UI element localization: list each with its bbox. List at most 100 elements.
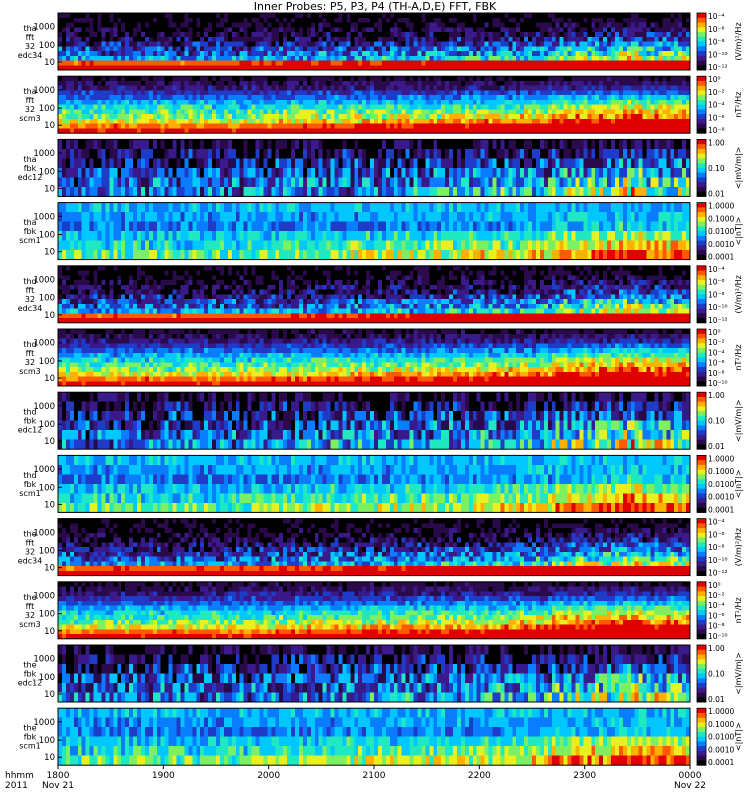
heatmap-cell bbox=[89, 123, 94, 129]
heatmap-cell bbox=[512, 36, 517, 42]
heatmap-cell bbox=[172, 167, 177, 178]
heatmap-cell bbox=[449, 51, 454, 57]
heatmap-cell bbox=[259, 46, 264, 52]
heatmap-cell bbox=[405, 118, 410, 125]
heatmap-cell bbox=[216, 123, 221, 129]
heatmap-cell bbox=[310, 114, 316, 120]
heatmap-cell bbox=[429, 41, 434, 47]
colorbar-swatch bbox=[697, 76, 706, 82]
heatmap-cell bbox=[113, 22, 118, 28]
heatmap-cell bbox=[69, 46, 75, 52]
heatmap-cell bbox=[247, 186, 252, 197]
heatmap-cell bbox=[259, 65, 264, 71]
heatmap-cell bbox=[61, 202, 67, 213]
heatmap-cell bbox=[61, 76, 67, 82]
heatmap-cell bbox=[172, 95, 177, 101]
heatmap-cell bbox=[330, 90, 335, 96]
heatmap-cell bbox=[113, 36, 118, 42]
heatmap-cell bbox=[535, 13, 541, 19]
heatmap-cell bbox=[334, 80, 339, 87]
heatmap-cell bbox=[227, 95, 233, 101]
heatmap-cell bbox=[464, 158, 470, 169]
heatmap-cell bbox=[441, 46, 446, 52]
heatmap-cell bbox=[310, 123, 316, 129]
heatmap-cell bbox=[358, 55, 363, 61]
colorbar-tick-label: 10⁻⁶ bbox=[708, 114, 725, 123]
heatmap-cell bbox=[381, 167, 387, 178]
heatmap-cell bbox=[603, 76, 608, 82]
heatmap-cell bbox=[117, 148, 122, 159]
heatmap-cell bbox=[618, 13, 624, 19]
heatmap-cell bbox=[255, 46, 260, 52]
heatmap-cell bbox=[216, 13, 221, 19]
heatmap-cell bbox=[393, 123, 399, 129]
heatmap-cell bbox=[389, 90, 395, 96]
heatmap-cell bbox=[350, 123, 355, 129]
heatmap-cell bbox=[374, 55, 379, 61]
heatmap-cell bbox=[532, 46, 537, 52]
heatmap-cell bbox=[271, 32, 276, 38]
heatmap-cell bbox=[302, 118, 308, 125]
heatmap-cell bbox=[646, 177, 651, 188]
heatmap-cell bbox=[516, 158, 521, 169]
heatmap-cell bbox=[591, 99, 596, 106]
heatmap-cell bbox=[279, 186, 284, 197]
heatmap-cell bbox=[121, 90, 126, 96]
heatmap-cell bbox=[326, 158, 331, 169]
heatmap-cell bbox=[279, 99, 284, 106]
heatmap-cell bbox=[291, 85, 296, 91]
heatmap-cell bbox=[654, 17, 659, 23]
heatmap-cell bbox=[259, 80, 264, 87]
heatmap-cell bbox=[326, 32, 331, 38]
heatmap-cell bbox=[626, 65, 632, 71]
heatmap-cell bbox=[445, 158, 450, 169]
heatmap-cell bbox=[385, 36, 391, 42]
heatmap-cell bbox=[535, 95, 541, 101]
heatmap-cell bbox=[508, 99, 513, 106]
heatmap-cell bbox=[310, 167, 316, 178]
heatmap-cell bbox=[279, 95, 284, 101]
heatmap-cell bbox=[614, 76, 620, 82]
heatmap-cell bbox=[551, 104, 557, 110]
heatmap-cell bbox=[618, 36, 624, 42]
heatmap-cell bbox=[362, 104, 367, 110]
heatmap-cell bbox=[129, 104, 134, 110]
heatmap-cell bbox=[642, 90, 647, 96]
heatmap-cell bbox=[77, 90, 83, 96]
heatmap-cell bbox=[421, 55, 426, 61]
heatmap-cell bbox=[575, 167, 580, 178]
heatmap-cell bbox=[200, 41, 205, 47]
heatmap-cell bbox=[587, 99, 592, 106]
heatmap-cell bbox=[611, 85, 616, 91]
heatmap-cell bbox=[563, 95, 568, 101]
heatmap-cell bbox=[591, 158, 596, 169]
heatmap-cell bbox=[488, 128, 493, 134]
heatmap-cell bbox=[65, 27, 71, 33]
heatmap-cell bbox=[223, 95, 229, 101]
heatmap-cell bbox=[579, 41, 584, 47]
heatmap-cell bbox=[291, 13, 296, 19]
heatmap-cell bbox=[346, 99, 351, 106]
heatmap-cell bbox=[251, 118, 256, 125]
heatmap-cell bbox=[453, 46, 458, 52]
heatmap-cell bbox=[69, 13, 75, 19]
heatmap-cell bbox=[342, 128, 347, 134]
heatmap-cell bbox=[630, 60, 636, 66]
heatmap-cell bbox=[535, 186, 541, 197]
heatmap-cell bbox=[61, 250, 67, 260]
heatmap-cell bbox=[492, 27, 497, 33]
heatmap-cell bbox=[101, 240, 106, 251]
heatmap-cell bbox=[524, 114, 529, 120]
heatmap-cell bbox=[460, 123, 466, 129]
heatmap-cell bbox=[208, 158, 213, 169]
heatmap-cell bbox=[89, 250, 94, 260]
heatmap-cell bbox=[587, 104, 592, 110]
heatmap-cell bbox=[512, 186, 517, 197]
heatmap-cell bbox=[208, 90, 213, 96]
heatmap-cell bbox=[267, 41, 272, 47]
heatmap-cell bbox=[575, 27, 580, 33]
heatmap-cell bbox=[354, 109, 359, 115]
heatmap-cell bbox=[247, 167, 252, 178]
heatmap-cell bbox=[670, 65, 675, 71]
heatmap-cell bbox=[192, 17, 197, 23]
